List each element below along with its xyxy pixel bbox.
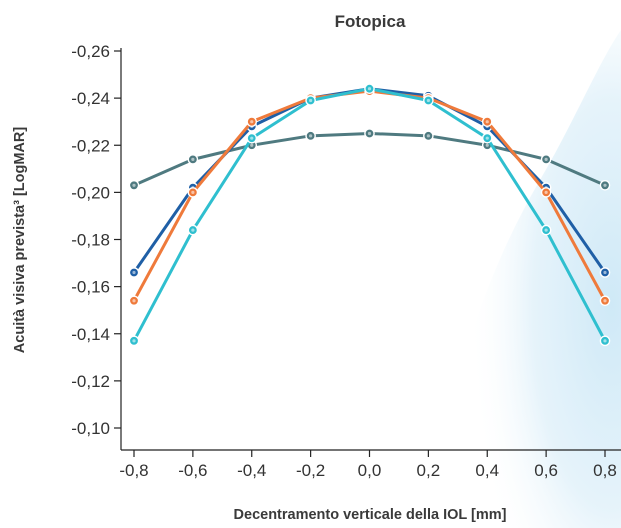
y-tick-label: -0,10 (71, 419, 110, 438)
series-point-highlight (250, 120, 254, 124)
series-point-highlight (191, 190, 195, 194)
series-4 (128, 83, 611, 347)
series-point-highlight (544, 228, 548, 232)
y-tick-label: -0,12 (71, 372, 110, 391)
series-point-highlight (191, 228, 195, 232)
series-point-highlight (426, 134, 430, 138)
series-point-highlight (250, 143, 254, 147)
series-point-highlight (250, 136, 254, 140)
y-tick-label: -0,26 (71, 42, 110, 61)
x-tick-label: 0,2 (417, 461, 441, 480)
series-point-highlight (603, 339, 607, 343)
plot-series (128, 83, 611, 347)
x-tick-label: -0,4 (237, 461, 266, 480)
series-point-highlight (132, 270, 136, 275)
series-point-highlight (309, 98, 313, 103)
x-tick-label: -0,8 (119, 461, 148, 480)
series-point-highlight (426, 98, 430, 103)
y-tick-label: -0,16 (71, 278, 110, 297)
y-tick-label: -0,14 (71, 325, 110, 344)
series-point-highlight (485, 120, 489, 124)
series-point-highlight (367, 87, 372, 91)
series-point-highlight (485, 136, 489, 140)
series-point-highlight (132, 183, 136, 187)
x-tick-label: -0,6 (178, 461, 207, 480)
x-tick-label: 0,4 (475, 461, 499, 480)
series-point-highlight (544, 157, 548, 161)
x-axis-ticks: -0,8 -0,6 -0,4 -0,2 0,0 0,2 0,4 0,6 0,8 (119, 450, 617, 480)
y-tick-label: -0,24 (71, 89, 110, 108)
background-decoration-shape (430, 30, 621, 528)
chart-title: Fotopica (335, 12, 406, 31)
series-point-highlight (603, 183, 607, 187)
series-point-highlight (603, 299, 607, 303)
series-point-highlight (132, 299, 136, 303)
y-tick-label: -0,18 (71, 231, 110, 250)
x-tick-label: 0,0 (358, 461, 382, 480)
series-point-highlight (603, 270, 607, 275)
y-axis-ticks: -0,26 -0,24 -0,22 -0,20 -0,18 -0,16 -0,14 -0,12… (71, 42, 121, 438)
y-axis-label: Acuità visiva prevista³ [LogMAR] (12, 127, 28, 354)
series-point-highlight (367, 131, 372, 136)
y-tick-label: -0,20 (71, 183, 110, 202)
series-point-highlight (132, 339, 136, 343)
series-point-highlight (191, 157, 195, 161)
x-axis-label: Decentramento verticale della IOL [mm] (234, 507, 507, 523)
x-tick-label: 0,6 (534, 461, 558, 480)
series-point-highlight (544, 190, 548, 194)
series-point-highlight (309, 134, 313, 138)
x-tick-label: -0,2 (296, 461, 325, 480)
series-point-highlight (485, 143, 489, 147)
x-tick-label: 0,8 (593, 461, 617, 480)
y-tick-label: -0,22 (71, 136, 110, 155)
